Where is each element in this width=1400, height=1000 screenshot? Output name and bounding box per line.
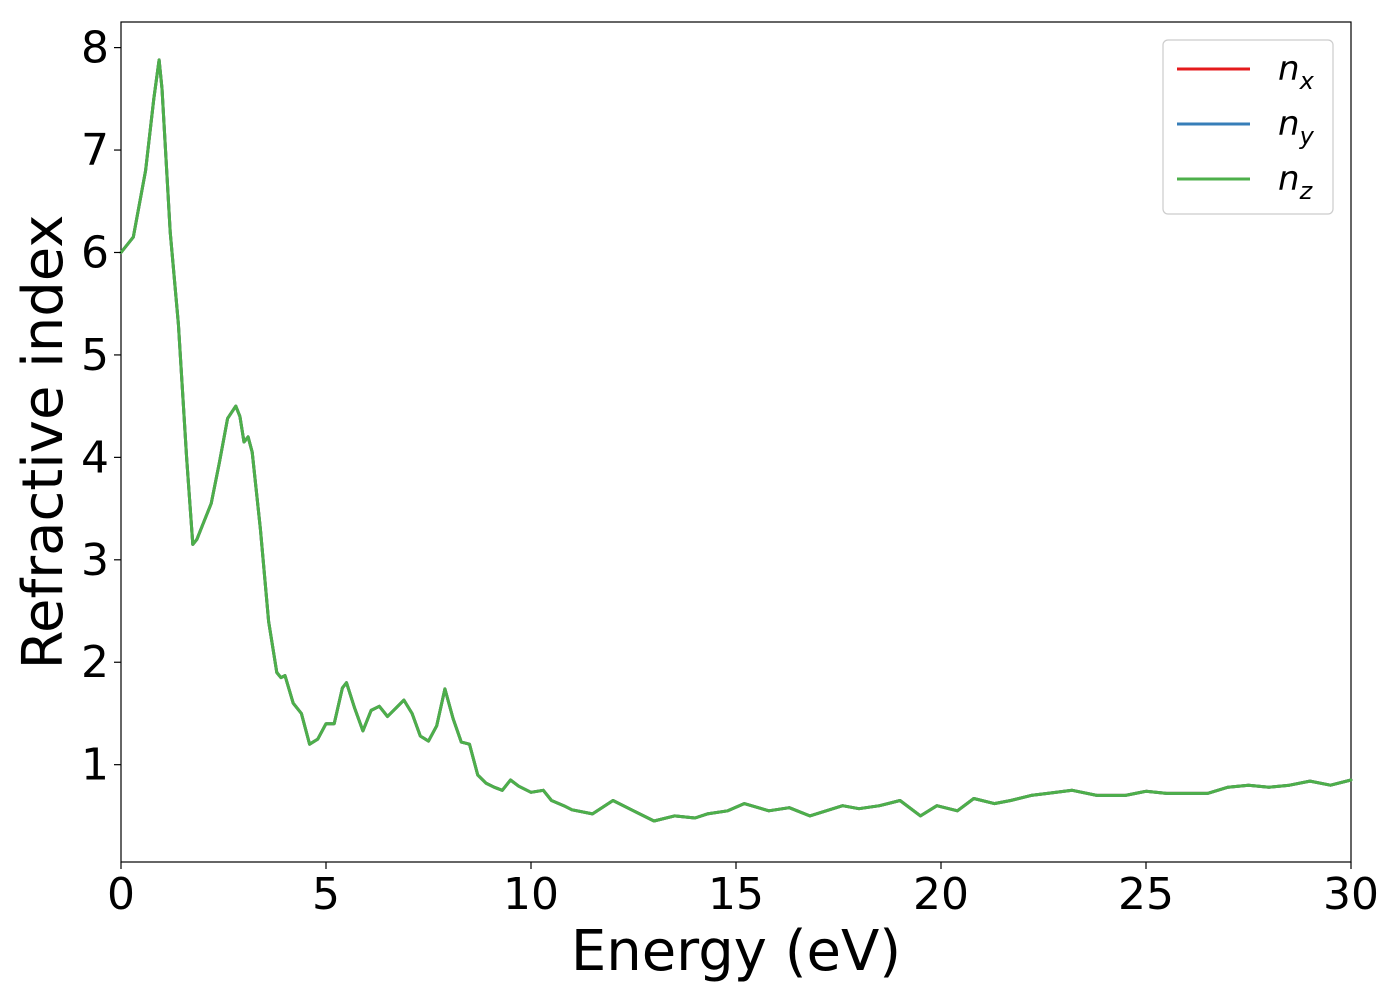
x-tick-label: 20: [913, 869, 969, 920]
y-tick-label: 7: [81, 125, 109, 176]
x-axis-label: Energy (eV): [571, 919, 901, 984]
x-tick-label: 10: [503, 869, 559, 920]
plot-area: [119, 21, 1353, 863]
x-tick-label: 0: [107, 869, 135, 920]
x-tick-label: 25: [1118, 869, 1174, 920]
y-tick-label: 3: [81, 535, 109, 586]
series-line-nz: [119, 58, 1353, 823]
x-tick-label: 15: [708, 869, 764, 920]
y-tick-label: 4: [81, 432, 109, 483]
legend-label-nx: nx: [1278, 49, 1315, 95]
y-tick-label: 8: [81, 23, 109, 74]
y-axis-label: Refractive index: [11, 215, 76, 670]
y-tick-label: 5: [81, 330, 109, 381]
legend-label-nz: nz: [1278, 159, 1314, 205]
x-axis: 0 5 10 15 20 25 30: [107, 862, 1379, 920]
legend-box: [1162, 39, 1334, 215]
x-tick-label: 5: [312, 869, 340, 920]
plot-frame: [120, 21, 1352, 863]
y-tick-label: 2: [81, 637, 109, 688]
legend: nx ny nz: [1162, 39, 1334, 215]
legend-label-ny: ny: [1278, 104, 1315, 150]
x-tick-label: 30: [1323, 869, 1379, 920]
series-layer: [119, 58, 1353, 823]
y-tick-label: 6: [81, 227, 109, 278]
y-tick-label: 1: [81, 740, 109, 791]
y-axis: 1 2 3 4 5 6 7 8: [81, 23, 121, 791]
